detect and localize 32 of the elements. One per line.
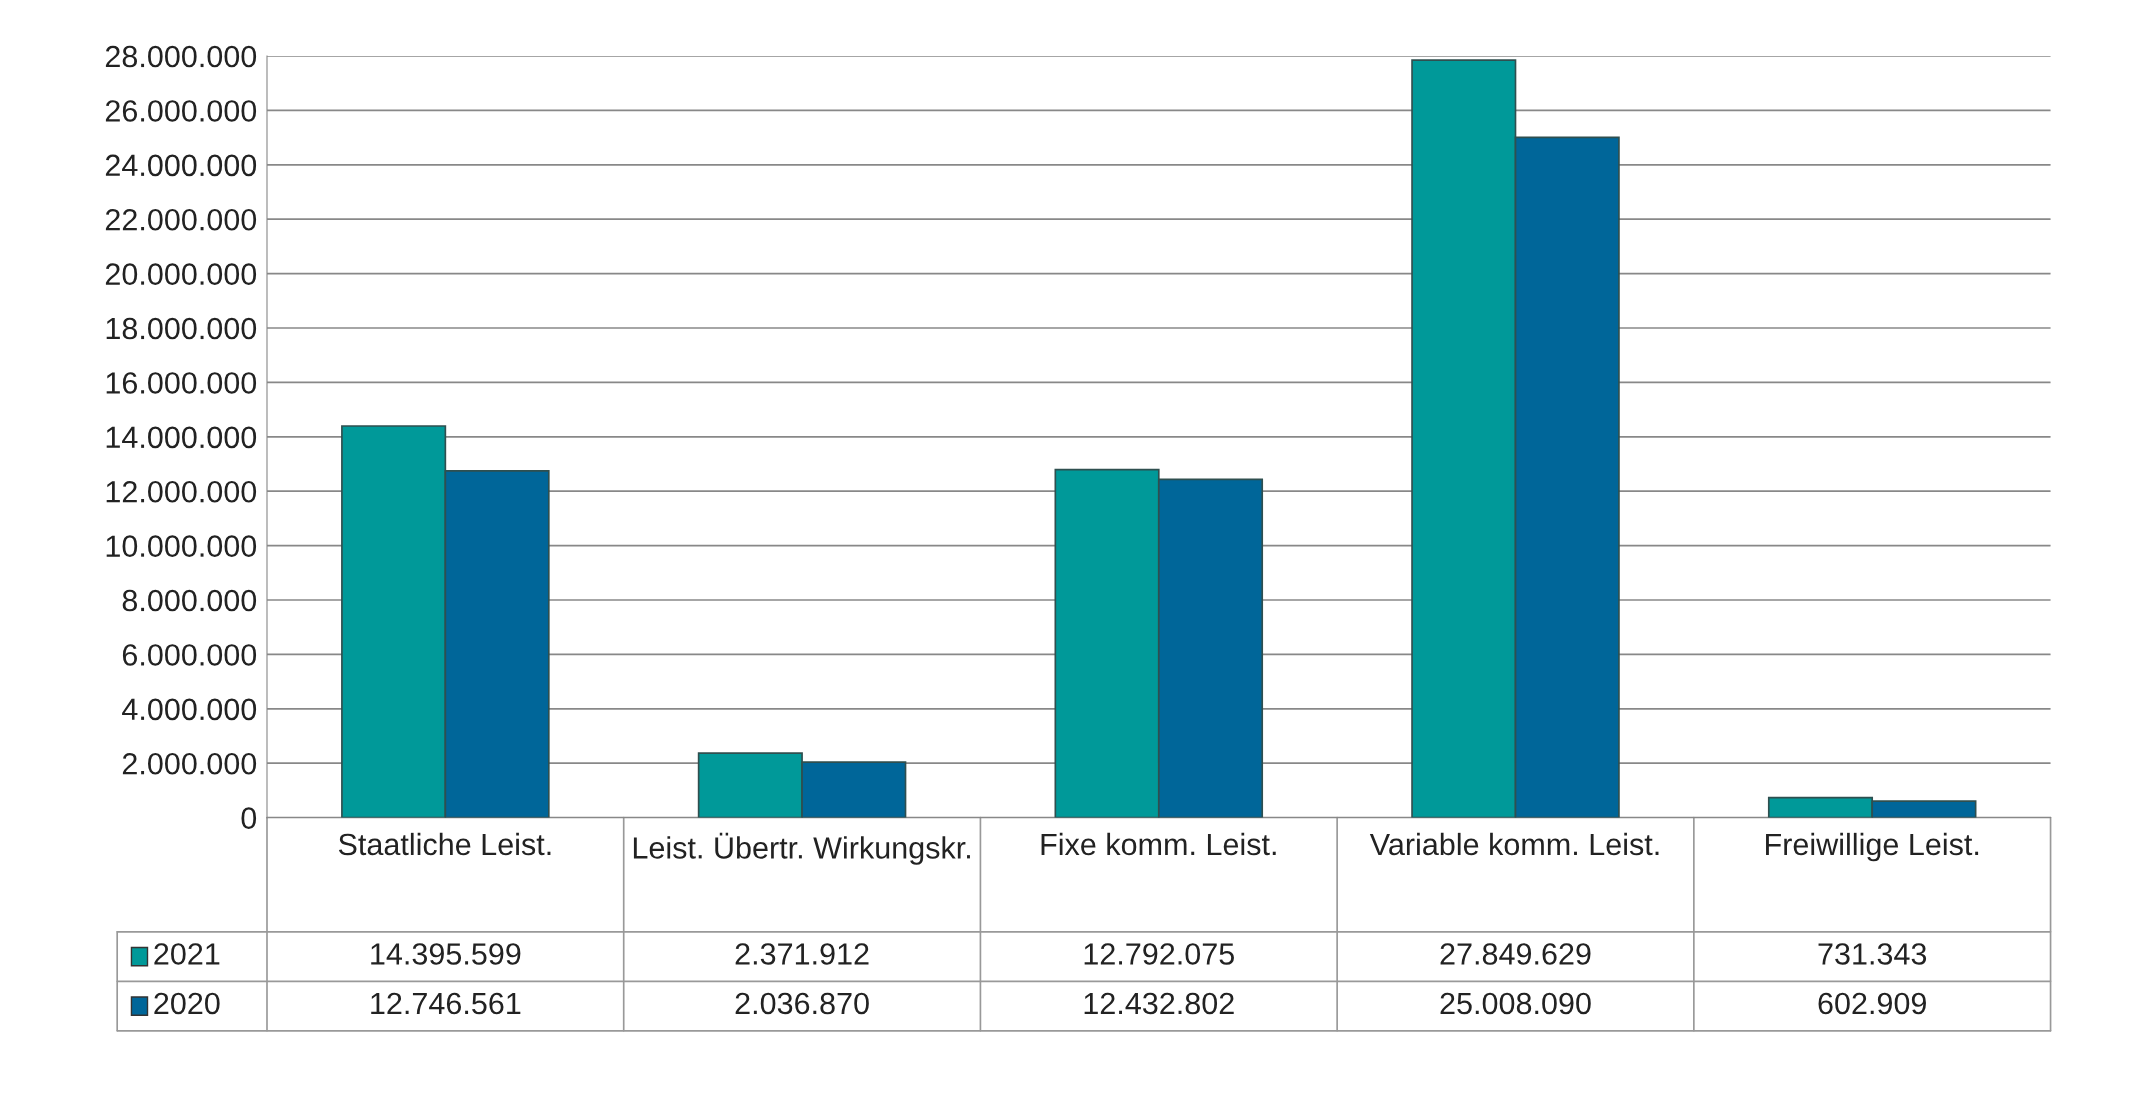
- data-label: 2.036.870: [735, 992, 869, 1015]
- y-tick-label: 2.000.000: [122, 752, 257, 775]
- data-label: 12.792.075: [1084, 943, 1234, 965]
- y-tick-label: 12.000.000: [106, 480, 257, 503]
- y-tick-label: 18.000.000: [106, 317, 257, 340]
- y-tick-label: 4.000.000: [122, 698, 257, 721]
- data-label: 12.746.561: [371, 992, 521, 1015]
- x-tick-label: Freiwillige Leist.: [1766, 832, 1979, 862]
- data-label: 731.343: [1818, 943, 1927, 965]
- data-label: 2.371.912: [735, 943, 869, 965]
- y-tick-label: 22.000.000: [105, 208, 257, 231]
- y-tick-label: 6.000.000: [122, 644, 257, 666]
- y-tick-label: 24.000.000: [105, 154, 257, 177]
- y-tick-label: 0: [241, 807, 257, 829]
- data-label: 27.849.629: [1440, 943, 1591, 965]
- x-tick-label: Fixe komm. Leist.: [1041, 832, 1276, 856]
- y-tick-label: 10.000.000: [106, 535, 257, 557]
- y-tick-label: 28.000.000: [105, 45, 257, 68]
- data-label: 602.909: [1818, 992, 1926, 1015]
- x-tick-label: Leist. Übertr. Wirkungskr.: [633, 832, 970, 865]
- y-tick-label: 16.000.000: [106, 372, 257, 394]
- y-tick-label: 20.000.000: [105, 263, 257, 285]
- y-tick-label: 14.000.000: [106, 426, 257, 449]
- legend-label: 2020: [154, 992, 220, 1015]
- data-label: 25.008.090: [1440, 992, 1591, 1015]
- data-label: 14.395.599: [371, 943, 521, 965]
- x-tick-label: Staatliche Leist.: [338, 832, 551, 856]
- x-tick-label: Variable komm. Leist.: [1369, 832, 1659, 856]
- y-tick-label: 8.000.000: [122, 589, 257, 612]
- legend-label: 2021: [154, 943, 220, 965]
- y-tick-label: 26.000.000: [105, 100, 257, 122]
- data-label: 12.432.802: [1084, 992, 1234, 1015]
